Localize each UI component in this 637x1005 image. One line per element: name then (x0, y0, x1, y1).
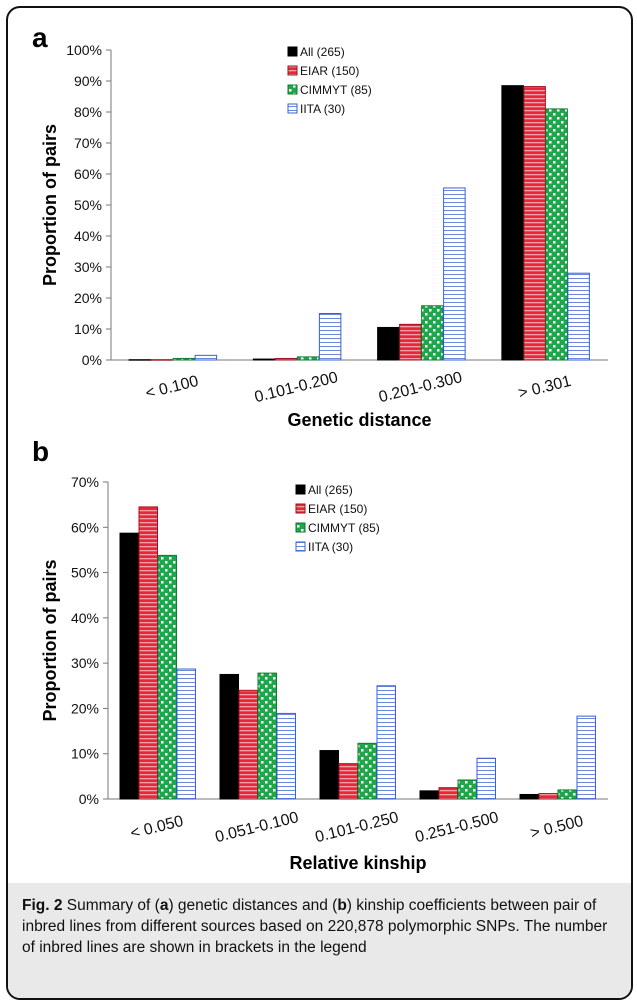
x-tick-label: 0.051-0.100 (213, 809, 300, 846)
bar-all-0 (128, 359, 152, 361)
y-tick-label: 0% (82, 352, 102, 368)
chart-a: 0% 10% 20% 30% 40% 50% 60% 70% 80% 90% 100% Proport… (40, 42, 608, 430)
bar-eiar-3 (523, 86, 546, 361)
bar-eiar-0 (138, 506, 158, 800)
bar-cimmyt-1 (296, 356, 320, 361)
y-tick-label: 80% (74, 104, 102, 120)
caption-text-1: Summary of ( (62, 897, 160, 914)
bar-iita-1 (276, 712, 296, 800)
legend-swatch-all (295, 484, 306, 495)
legend-label-all: All (265) (308, 483, 353, 497)
bar-all-3 (419, 790, 439, 800)
bar-all-4 (519, 793, 539, 800)
bar-eiar-2 (338, 763, 358, 800)
y-tick-label: 100% (66, 42, 102, 58)
y-tick-label: 10% (71, 746, 99, 762)
caption-text-2: ) genetic distances and ( (168, 897, 338, 914)
x-tick-label: > 0.301 (517, 373, 573, 403)
panel-b-label: b (32, 436, 50, 467)
bar-all-2 (377, 326, 400, 361)
x-tick-label: < 0.100 (144, 373, 200, 403)
bar-cimmyt-3 (545, 108, 568, 361)
y-tick-label: 40% (74, 228, 102, 244)
legend-label-cimmyt: CIMMYT (85) (308, 521, 380, 535)
x-axis-title: Genetic distance (287, 410, 431, 430)
bar-eiar-1 (238, 689, 258, 800)
legend-label-all: All (265) (300, 45, 345, 59)
y-tick-label: 90% (74, 73, 102, 89)
bar-all-1 (252, 358, 276, 361)
legend-label-iita: IITA (30) (308, 540, 353, 554)
y-tick-label: 60% (71, 519, 99, 535)
legend-label-eiar: EIAR (150) (300, 64, 359, 78)
y-tick-label: 10% (74, 321, 102, 337)
x-tick-label: < 0.050 (129, 813, 185, 843)
y-tick-label: 50% (74, 197, 102, 213)
y-tick-label: 20% (74, 290, 102, 306)
bar-eiar-3 (438, 787, 458, 800)
y-tick-label: 70% (71, 474, 99, 490)
x-tick-label: > 0.500 (529, 813, 585, 843)
y-tick-label: 60% (74, 166, 102, 182)
legend-swatch-eiar (295, 503, 306, 514)
bar-iita-1 (318, 313, 342, 361)
caption-ref-a: a (159, 897, 169, 914)
bar-all-0 (119, 532, 139, 800)
x-tick-label: 0.251-0.500 (413, 809, 500, 846)
bar-eiar-4 (538, 793, 558, 800)
legend-swatch-eiar (287, 65, 298, 76)
legend-label-iita: IITA (30) (300, 102, 345, 116)
bar-cimmyt-2 (357, 742, 377, 800)
legend-swatch-iita (287, 103, 298, 114)
y-tick-label: 70% (74, 135, 102, 151)
y-axis-title: Proportion of pairs (40, 560, 60, 722)
figure-caption: Fig. 2 Summary of (a) genetic distances … (8, 883, 631, 998)
bar-all-3 (501, 85, 524, 361)
y-tick-label: 0% (79, 791, 99, 807)
bar-iita-4 (576, 715, 596, 800)
y-tick-label: 30% (71, 655, 99, 671)
bar-cimmyt-1 (257, 672, 277, 800)
bar-cimmyt-0 (172, 357, 196, 361)
bar-all-2 (319, 750, 339, 800)
y-tick-label: 30% (74, 259, 102, 275)
bar-eiar-0 (150, 359, 174, 361)
bar-iita-2 (443, 187, 466, 361)
x-axis-title: Relative kinship (289, 853, 426, 873)
caption-text-3: ) kinship coefficients between pair of i… (22, 897, 608, 956)
legend-label-eiar: EIAR (150) (308, 502, 367, 516)
legend-swatch-cimmyt (287, 84, 298, 95)
panel-a-label: a (32, 22, 48, 53)
legend-swatch-iita (295, 541, 306, 552)
bar-all-1 (219, 673, 239, 800)
y-tick-label: 20% (71, 700, 99, 716)
bar-eiar-2 (399, 323, 422, 361)
bar-iita-0 (194, 354, 218, 361)
bar-cimmyt-3 (457, 779, 477, 800)
bar-iita-3 (567, 272, 590, 361)
caption-ref-b: b (337, 897, 347, 914)
figure-frame: a 0% 10% 20% 30% 40% 50% 60% 70% 80% 90% 100% Propo… (6, 6, 633, 1000)
y-tick-label: 50% (71, 565, 99, 581)
legend-label-cimmyt: CIMMYT (85) (300, 83, 372, 97)
bar-iita-2 (376, 685, 396, 800)
x-tick-label: 0.101-0.200 (253, 369, 340, 406)
bar-iita-0 (176, 668, 196, 800)
bar-cimmyt-0 (157, 554, 177, 800)
bar-iita-3 (476, 757, 496, 800)
chart-b: 0% 10% 20% 30% 40% 50% 60% 70% Proportion of pai… (40, 474, 608, 873)
x-tick-label: 0.101-0.250 (313, 809, 400, 846)
x-tick-label: 0.201-0.300 (377, 369, 464, 406)
y-tick-label: 40% (71, 610, 99, 626)
legend-swatch-all (287, 46, 298, 57)
bar-cimmyt-2 (421, 305, 444, 361)
y-axis-title: Proportion of pairs (40, 124, 60, 286)
legend-swatch-cimmyt (295, 522, 306, 533)
bar-cimmyt-4 (557, 789, 577, 800)
bar-eiar-1 (274, 357, 298, 361)
caption-fig-label: Fig. 2 (22, 897, 63, 914)
